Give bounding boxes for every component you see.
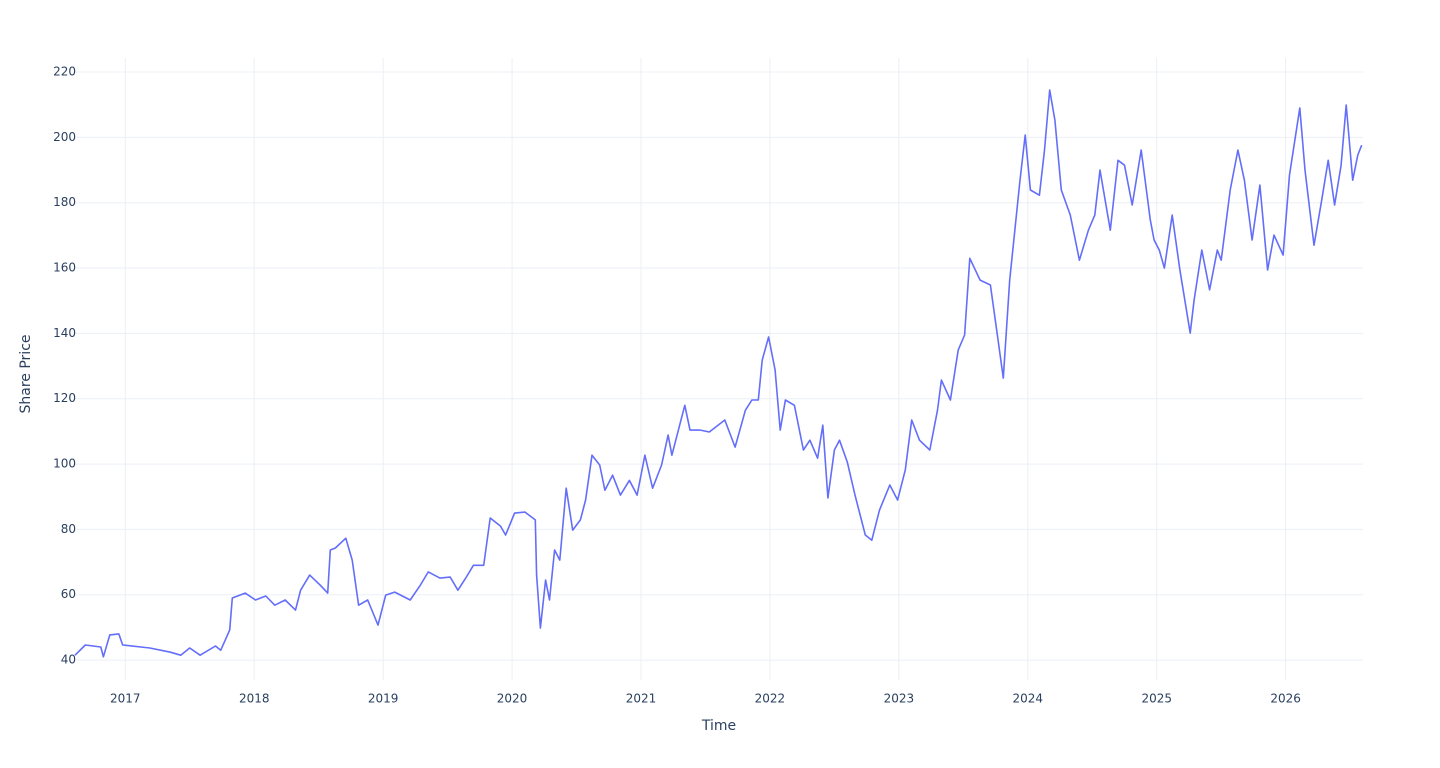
y-tick-label: 80	[61, 522, 76, 536]
y-tick-label: 180	[53, 195, 76, 209]
x-tick-label: 2025	[1141, 692, 1172, 706]
x-tick-label: 2023	[884, 692, 915, 706]
y-tick-label: 60	[61, 587, 76, 601]
y-tick-label: 160	[53, 261, 76, 275]
y-tick-label: 40	[61, 653, 76, 667]
y-tick-label: 200	[53, 130, 76, 144]
y-tick-label: 220	[53, 65, 76, 79]
x-tick-label: 2020	[497, 692, 528, 706]
x-tick-label: 2022	[755, 692, 786, 706]
x-tick-label: 2026	[1270, 692, 1301, 706]
y-tick-label: 140	[53, 326, 76, 340]
x-tick-label: 2017	[110, 692, 141, 706]
price-line	[74, 89, 1363, 658]
x-tick-label: 2018	[239, 692, 270, 706]
x-tick-label: 2024	[1013, 692, 1044, 706]
x-tick-label: 2019	[368, 692, 399, 706]
y-tick-label: 120	[53, 391, 76, 405]
x-axis-title: Time	[701, 718, 736, 734]
y-axis-title: Share Price	[18, 334, 34, 413]
x-tick-label: 2021	[626, 692, 657, 706]
y-tick-label: 100	[53, 457, 76, 471]
